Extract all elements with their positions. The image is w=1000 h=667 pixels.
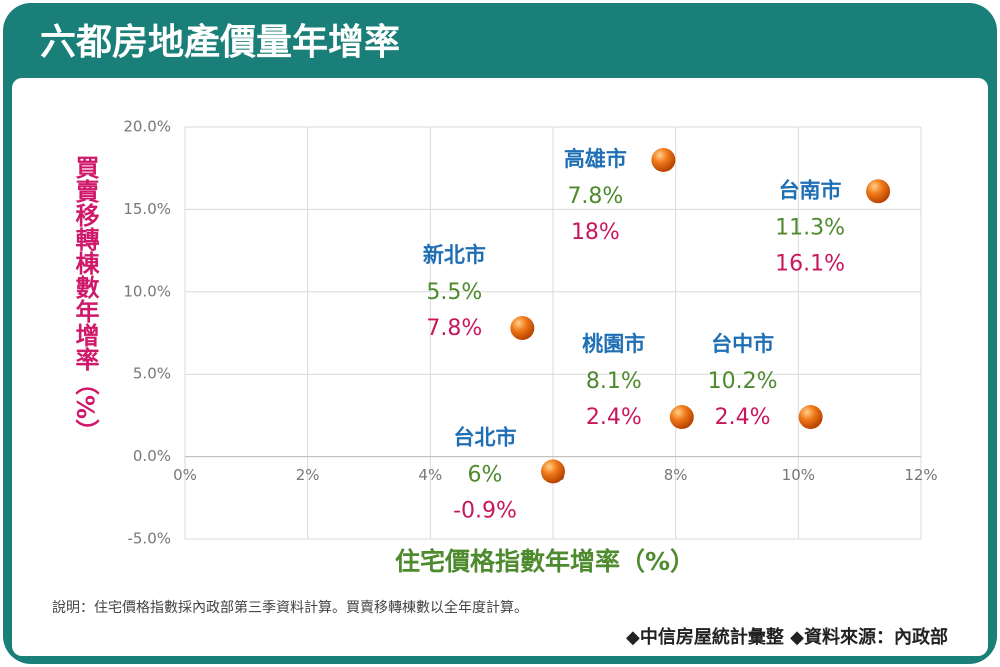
x-value-label: 11.3%: [775, 215, 845, 240]
x-value-label: 10.2%: [708, 369, 778, 394]
x-tick-label: 2%: [296, 466, 320, 484]
y-tick-label: 20.0%: [123, 118, 171, 136]
point: [651, 147, 676, 172]
panel: [12, 78, 988, 656]
x-axis-label: 住宅價格指數年增率（%）: [395, 547, 695, 576]
y-tick-label: -5.0%: [127, 530, 171, 548]
point: [866, 179, 891, 204]
x-value-label: 5.5%: [426, 280, 482, 305]
point-name: 桃園市: [582, 332, 645, 356]
y-tick-label: 15.0%: [123, 200, 171, 218]
note: 說明：住宅價格指數採內政部第三季資料計算。買賣移轉棟數以全年度計算。: [52, 599, 528, 616]
x-value-label: 7.8%: [567, 184, 623, 209]
y-tick-label: 10.0%: [123, 282, 171, 300]
point-name: 高雄市: [564, 147, 627, 171]
source: ◆中信房屋統計彙整 ◆資料來源：內政部: [626, 626, 948, 648]
point: [669, 405, 694, 430]
point-name: 新北市: [423, 243, 486, 267]
y-value-label: 2.4%: [586, 405, 642, 430]
x-tick-label: 4%: [418, 466, 442, 484]
x-tick-label: 10%: [782, 466, 815, 484]
point: [510, 316, 535, 341]
point: [541, 459, 565, 484]
y-value-label: 2.4%: [715, 405, 771, 430]
x-tick-label: 12%: [904, 466, 937, 484]
x-tick-label: 0%: [173, 466, 197, 484]
y-value-label: 18%: [571, 220, 620, 245]
x-value-label: 6%: [468, 462, 503, 487]
chart-title: 六都房地產價量年增率: [40, 22, 400, 63]
point-name: 台中市: [711, 332, 774, 356]
y-value-label: 16.1%: [775, 251, 845, 276]
y-value-label: -0.9%: [453, 498, 517, 523]
x-value-label: 8.1%: [586, 369, 642, 394]
y-value-label: 7.8%: [426, 316, 482, 341]
y-axis-label: 買賣移轉棟數年增率（%）: [71, 155, 99, 443]
point-name: 台南市: [779, 178, 842, 202]
point-name: 台北市: [454, 425, 517, 449]
x-tick-label: 8%: [664, 466, 688, 484]
point: [798, 405, 823, 430]
y-tick-label: 5.0%: [133, 365, 171, 383]
y-tick-label: 0.0%: [133, 447, 171, 465]
